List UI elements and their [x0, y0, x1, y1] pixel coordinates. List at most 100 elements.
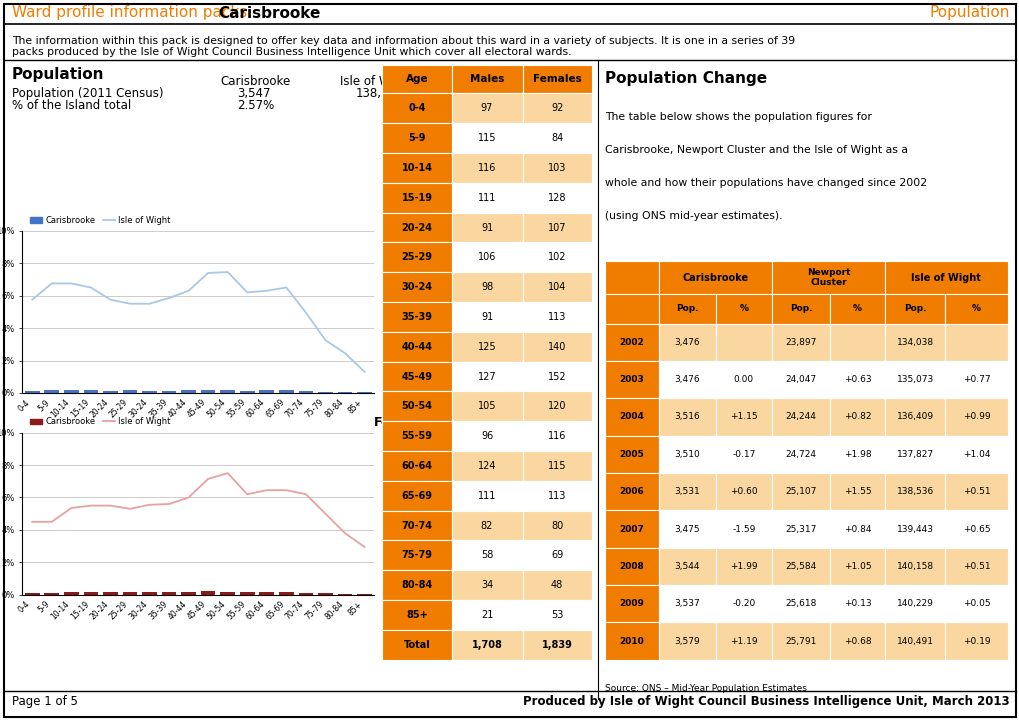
Bar [771, 324, 829, 361]
Bar [715, 294, 771, 324]
Text: Isle of Wight: Isle of Wight [911, 273, 980, 283]
Bar [771, 585, 829, 622]
Bar [382, 570, 451, 600]
Text: +1.19: +1.19 [730, 637, 757, 645]
Text: 3,537: 3,537 [674, 599, 700, 609]
Bar [945, 585, 1007, 622]
Bar [201, 390, 215, 393]
Bar [658, 548, 715, 585]
Bar [382, 451, 451, 481]
Bar [658, 585, 715, 622]
Text: Males: Males [470, 74, 503, 84]
Bar [658, 261, 771, 294]
Text: Ward profile information packs:: Ward profile information packs: [12, 6, 257, 20]
Text: 2009: 2009 [619, 599, 644, 609]
Text: 92: 92 [550, 103, 562, 113]
Text: 2010: 2010 [620, 637, 644, 645]
Text: 30-24: 30-24 [401, 282, 432, 292]
Text: 3,510: 3,510 [674, 450, 700, 459]
Text: 96: 96 [480, 431, 493, 441]
Bar [382, 630, 451, 660]
Text: 25,107: 25,107 [785, 487, 816, 496]
Text: 140,229: 140,229 [896, 599, 932, 609]
Bar [715, 473, 771, 510]
Text: 107: 107 [547, 223, 566, 233]
Text: +0.13: +0.13 [843, 599, 870, 609]
Bar [522, 123, 591, 153]
Text: -1.59: -1.59 [732, 524, 755, 534]
Bar [604, 473, 658, 510]
Bar [945, 294, 1007, 324]
Bar [122, 391, 138, 393]
Text: 3,476: 3,476 [674, 375, 700, 384]
Text: 125: 125 [477, 342, 496, 352]
Text: 103: 103 [547, 163, 566, 173]
Bar [382, 153, 451, 183]
Bar [604, 622, 658, 660]
Bar [522, 570, 591, 600]
Bar [604, 510, 658, 548]
Text: 23,897: 23,897 [785, 338, 816, 347]
Bar [604, 548, 658, 585]
Text: 2006: 2006 [620, 487, 644, 496]
Bar [715, 548, 771, 585]
Bar [382, 600, 451, 630]
Bar [357, 593, 372, 595]
Bar [884, 324, 945, 361]
Bar [522, 630, 591, 660]
Bar [259, 390, 274, 393]
Text: The table below shows the population figures for: The table below shows the population fig… [604, 112, 871, 123]
Bar [522, 600, 591, 630]
Text: 120: 120 [547, 402, 566, 412]
Text: 152: 152 [547, 371, 566, 381]
Bar [604, 585, 658, 622]
Bar [382, 392, 451, 421]
Text: % of the Island total: % of the Island total [12, 99, 131, 112]
Text: +0.51: +0.51 [962, 562, 989, 571]
Text: 25,584: 25,584 [785, 562, 816, 571]
Bar [259, 592, 274, 595]
Bar [451, 153, 522, 183]
Text: 3,579: 3,579 [674, 637, 700, 645]
Bar [771, 261, 884, 294]
Text: +0.60: +0.60 [730, 487, 757, 496]
Text: 34: 34 [480, 580, 493, 590]
Text: 134,038: 134,038 [896, 338, 932, 347]
Text: 138,536: 138,536 [896, 487, 932, 496]
Bar [771, 510, 829, 548]
Text: +0.51: +0.51 [962, 487, 989, 496]
Text: +0.63: +0.63 [843, 375, 870, 384]
Text: Age: Age [406, 74, 428, 84]
Bar [829, 324, 884, 361]
Bar [522, 242, 591, 273]
Text: 111: 111 [477, 491, 496, 501]
Bar [382, 362, 451, 392]
Bar [658, 622, 715, 660]
Text: Carisbrooke, Newport Cluster and the Isle of Wight as a: Carisbrooke, Newport Cluster and the Isl… [604, 145, 907, 155]
Text: 50-54: 50-54 [401, 402, 432, 412]
Bar [522, 302, 591, 332]
Text: 25,618: 25,618 [785, 599, 816, 609]
Bar [715, 622, 771, 660]
Bar [771, 548, 829, 585]
Bar [715, 324, 771, 361]
Text: 55-59: 55-59 [401, 431, 432, 441]
Bar [382, 94, 451, 123]
Text: 84: 84 [550, 133, 562, 143]
Text: 91: 91 [480, 223, 493, 233]
Bar [337, 593, 352, 595]
Text: 24,047: 24,047 [785, 375, 816, 384]
Bar [45, 390, 59, 393]
Bar [829, 361, 884, 398]
Text: Carisbrooke: Carisbrooke [218, 6, 320, 20]
Bar [771, 622, 829, 660]
Text: Carisbrooke: Carisbrooke [220, 75, 290, 88]
Text: 106: 106 [477, 252, 496, 262]
Bar [84, 390, 98, 393]
Text: 0-4: 0-4 [408, 103, 425, 113]
Text: 20-24: 20-24 [401, 223, 432, 233]
Text: 1,708: 1,708 [471, 640, 502, 650]
Text: Source: ONS – Mid-Year Population Estimates: Source: ONS – Mid-Year Population Estima… [604, 684, 806, 692]
Bar [337, 392, 352, 393]
Bar [451, 242, 522, 273]
